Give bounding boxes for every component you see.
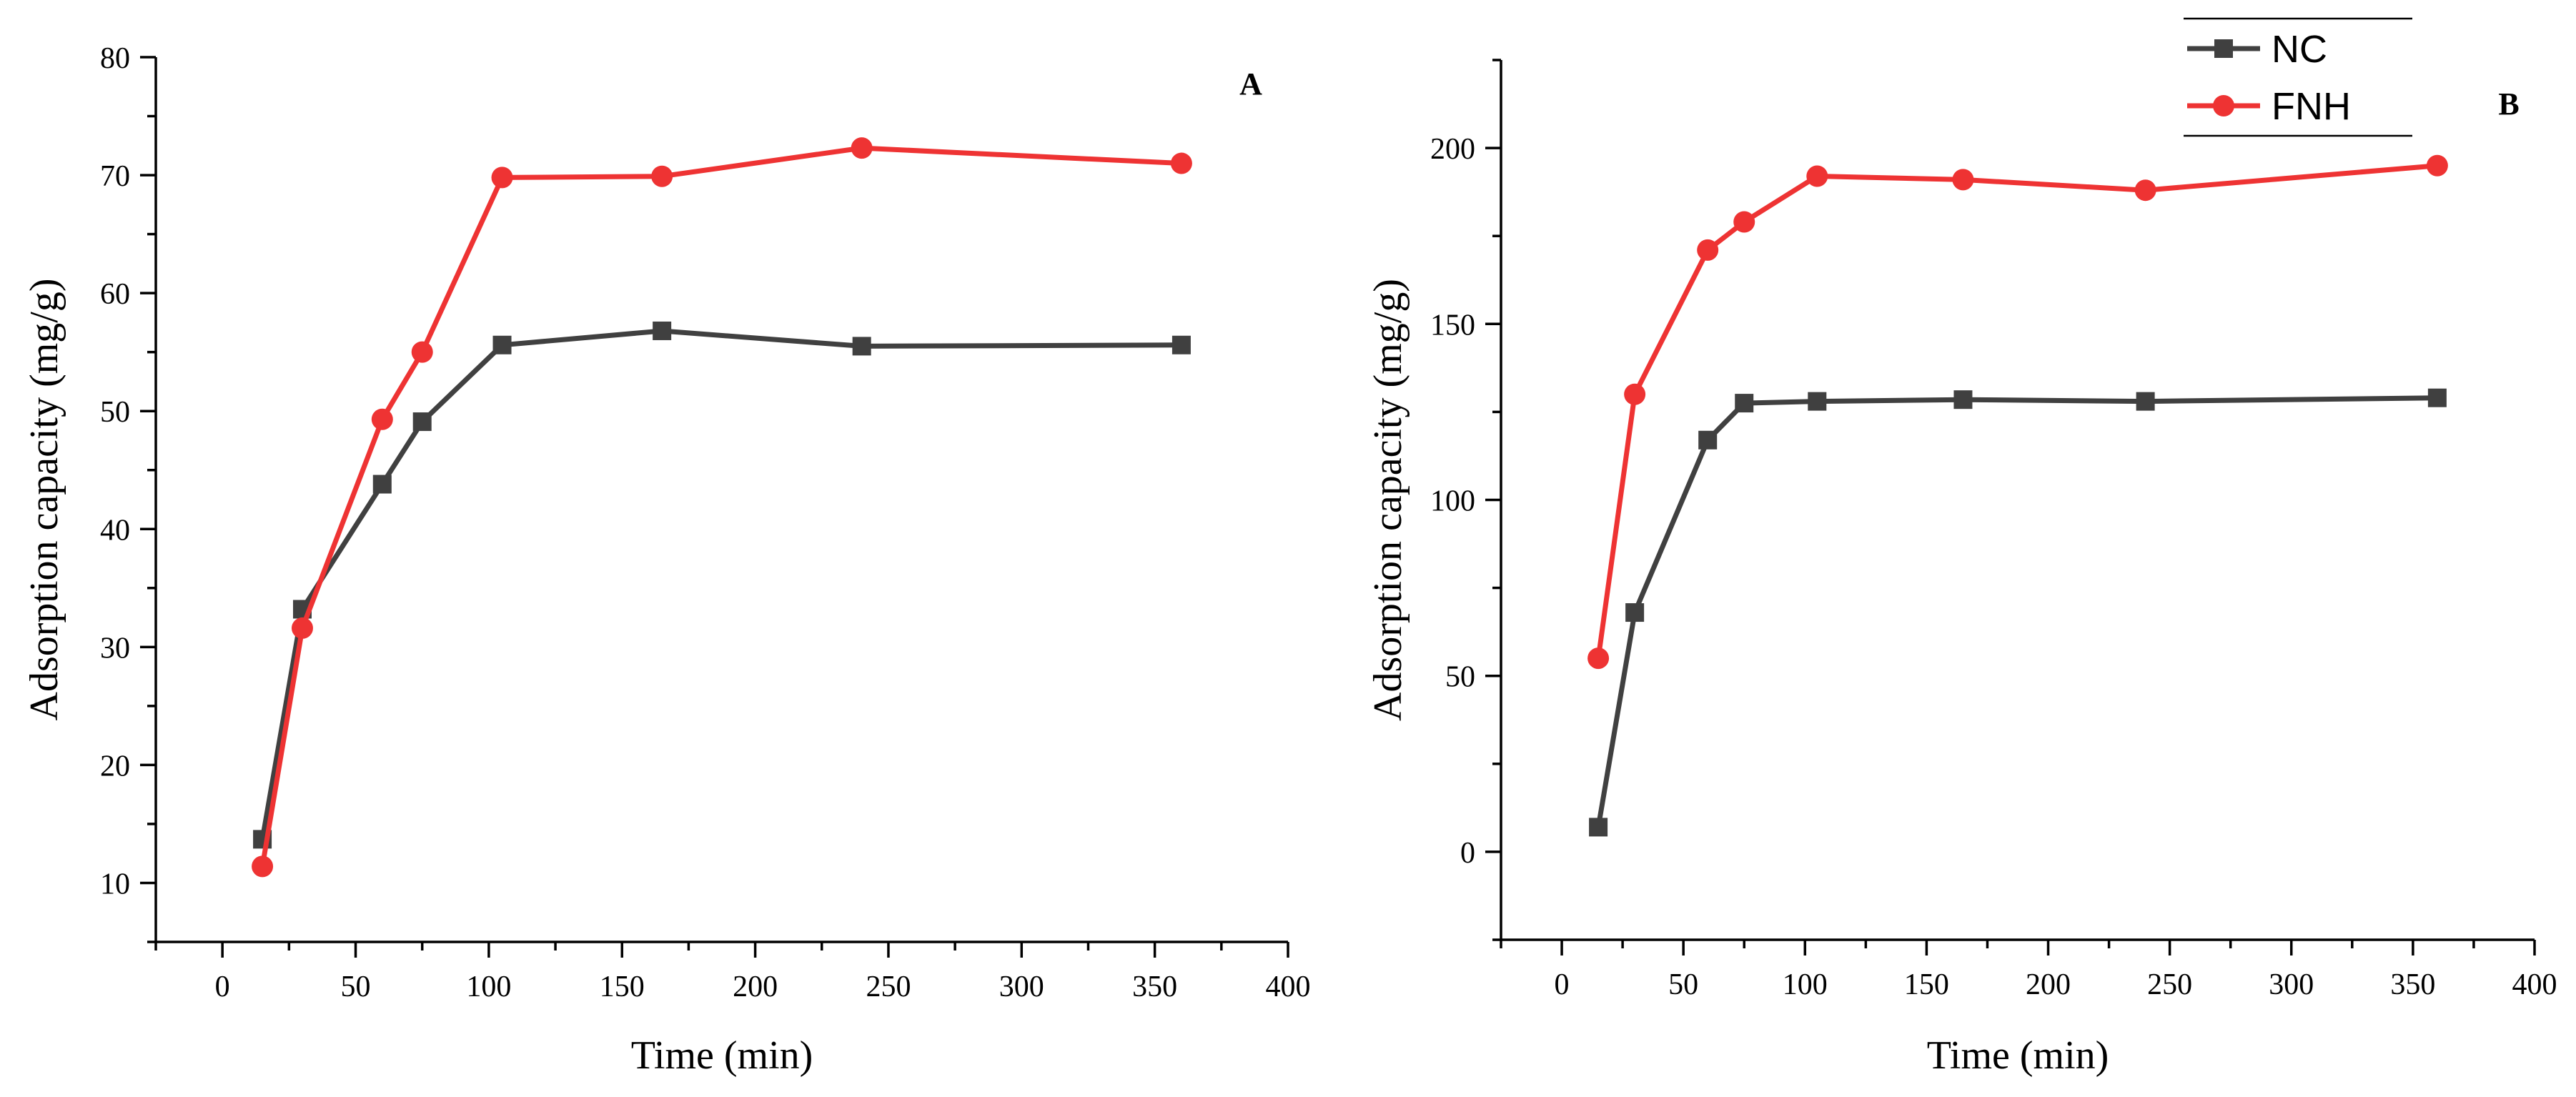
- data-point-fnh: [651, 165, 673, 187]
- data-point-fnh: [1952, 169, 1974, 191]
- data-point-nc: [2427, 388, 2447, 407]
- x-tick-label: 300: [2269, 968, 2314, 1001]
- x-tick-label: 200: [733, 971, 778, 1003]
- data-point-nc: [492, 335, 512, 354]
- x-tick-label: 400: [2512, 968, 2557, 1001]
- x-tick-label: 150: [600, 971, 645, 1003]
- series-line-fnh: [259, 145, 1182, 867]
- legend-marker-fnh: [2213, 95, 2234, 116]
- x-tick-label: 100: [466, 971, 511, 1003]
- data-point-nc: [653, 321, 672, 340]
- x-tick-label: 50: [1668, 968, 1698, 1001]
- data-point-nc: [372, 475, 392, 494]
- x-tick-label: 350: [2390, 968, 2435, 1001]
- x-axis-title: Time (min): [631, 1033, 813, 1078]
- data-point-fnh: [2134, 179, 2156, 202]
- data-point-fnh: [491, 167, 513, 189]
- x-tick-label: 200: [2026, 968, 2071, 1001]
- x-tick-label: 250: [866, 971, 911, 1003]
- y-axis-title: Adsorption capacity (mg/g): [22, 279, 66, 721]
- data-point-nc: [1953, 390, 1973, 409]
- data-point-fnh: [1587, 647, 1610, 670]
- data-point-nc: [1625, 603, 1645, 622]
- y-tick-label: 60: [100, 278, 130, 311]
- data-point-fnh: [2426, 154, 2448, 177]
- data-point-nc: [1171, 335, 1191, 354]
- data-point-fnh: [1733, 211, 1755, 233]
- data-point-nc: [1698, 430, 1718, 450]
- data-point-nc: [1808, 392, 1827, 411]
- y-tick-label: 70: [100, 160, 130, 193]
- data-point-fnh: [1806, 165, 1828, 187]
- series-line-nc: [259, 328, 1182, 840]
- y-tick-label: 10: [100, 868, 130, 900]
- y-tick-label: 80: [100, 42, 130, 75]
- series-line-nc: [1595, 395, 2437, 828]
- x-axis-title: Time (min): [1927, 1033, 2109, 1078]
- y-tick-label: 20: [100, 750, 130, 783]
- y-axis-title: Adsorption capacity (mg/g): [1366, 279, 1410, 721]
- x-tick-label: 50: [341, 971, 371, 1003]
- chart-panel-a: 0 50 100 150 200 250 300 350 400 10 20 30 40 50 60 70 80…: [22, 42, 1311, 1078]
- data-point-nc: [852, 337, 871, 356]
- data-point-nc: [412, 412, 432, 432]
- data-point-nc: [2136, 392, 2155, 411]
- y-tick-label: 200: [1430, 133, 1475, 166]
- y-tick-label: 40: [100, 514, 130, 547]
- data-point-fnh: [252, 855, 274, 878]
- y-tick-label: 100: [1430, 485, 1475, 518]
- y-tick-label: 150: [1430, 309, 1475, 342]
- data-point-nc: [1735, 394, 1754, 413]
- x-tick-label: 350: [1132, 971, 1177, 1003]
- data-point-fnh: [291, 617, 313, 639]
- x-tick-label: 300: [999, 971, 1044, 1003]
- series-line-fnh: [1595, 163, 2438, 659]
- legend-marker-nc: [2214, 39, 2233, 58]
- x-tick-label: 250: [2147, 968, 2192, 1001]
- data-point-fnh: [1697, 239, 1719, 261]
- data-point-fnh: [1170, 152, 1192, 174]
- x-tick-label: 100: [1783, 968, 1828, 1001]
- data-point-fnh: [411, 341, 433, 363]
- y-tick-label: 30: [100, 632, 130, 665]
- x-tick-label: 0: [1555, 968, 1570, 1001]
- y-tick-label: 0: [1460, 837, 1475, 870]
- x-tick-label: 150: [1904, 968, 1949, 1001]
- data-point-fnh: [851, 137, 873, 159]
- panel-label: A: [1239, 66, 1262, 101]
- data-point-fnh: [371, 408, 393, 430]
- chart-panel-b: 0 50 100 150 200 250 300 350 400 0 50 100 150 200 Time…: [1366, 17, 2557, 1078]
- legend: NC FNH: [2184, 17, 2412, 137]
- data-point-fnh: [1624, 383, 1646, 405]
- y-tick-label: 50: [1445, 661, 1475, 694]
- panel-label: B: [2498, 86, 2519, 121]
- legend-label-fnh: FNH: [2272, 85, 2351, 128]
- data-point-nc: [1589, 818, 1608, 837]
- x-tick-label: 400: [1266, 971, 1311, 1003]
- legend-label-nc: NC: [2272, 28, 2327, 71]
- x-tick-label: 0: [215, 971, 230, 1003]
- y-tick-label: 50: [100, 396, 130, 429]
